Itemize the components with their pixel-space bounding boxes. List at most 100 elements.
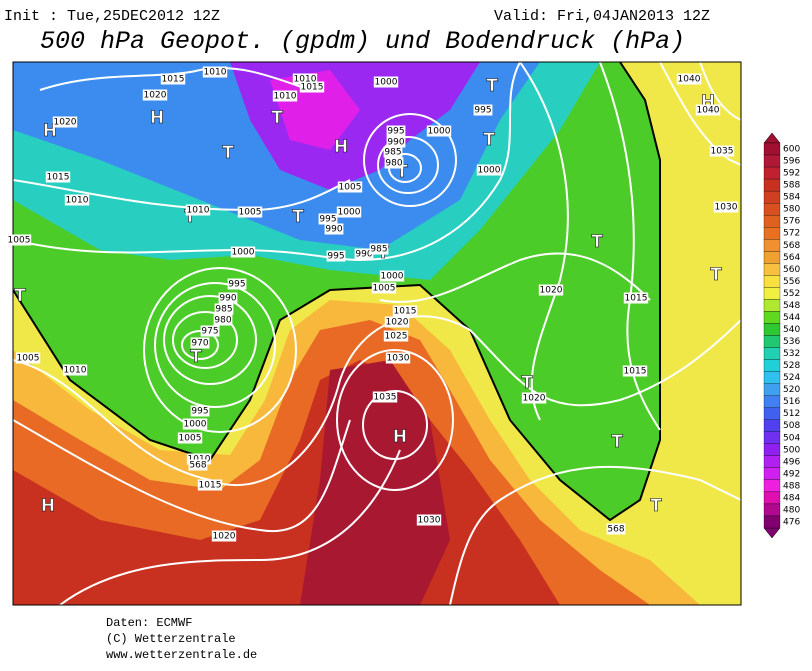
colorbar-cell [763,323,781,336]
colorbar-label: 544 [783,313,800,323]
colorbar-label: 588 [783,181,800,191]
label-bg [186,453,212,465]
colorbar-label: 600 [783,145,800,155]
isobar [599,62,661,431]
label-bg [299,81,325,93]
label-bg [15,352,41,364]
isobar [59,449,401,605]
label-bg [292,73,318,85]
isobar [181,330,219,360]
label-bg [606,523,626,535]
colorbar-cell [763,287,781,300]
colorbar-label: 484 [783,493,800,503]
label-bg [695,104,721,116]
colorbar-label: 524 [783,373,800,383]
isobar-label: 995 [319,215,336,225]
pressure-center: T [611,432,623,452]
isobar-label: 568 [189,461,206,471]
colorbar-cell [763,455,781,468]
isobar-label: 1035 [374,393,397,403]
label-bg [213,314,233,326]
isobar-label: 1015 [199,481,222,491]
pressure-center: T [14,286,26,306]
colorbar-cell [763,467,781,481]
colorbar-cell [763,166,781,180]
label-bg [326,250,346,262]
map-frame [12,61,742,606]
isobar-label: 1040 [697,106,720,116]
label-bg [214,303,234,315]
colorbar-label: 500 [783,445,800,455]
colorbar-cell [763,263,781,276]
label-bg [318,213,338,225]
colorbar-cell [763,443,781,456]
isobar [699,62,741,121]
label-bg [45,171,71,183]
colorbar-label: 584 [783,193,800,203]
label-bg [622,365,648,377]
label-bg [272,90,298,102]
label-bg [237,206,263,218]
isobar-label: 1020 [213,532,236,542]
isobar [13,419,351,533]
colorbar-label: 508 [783,421,800,431]
label-bg [177,432,203,444]
isobar-label: 990 [387,138,404,148]
footer-line: Daten: ECMWF [106,616,192,630]
isobar-label: 985 [370,245,387,255]
colorbar-top-cap [763,132,781,144]
label-bg [416,514,442,526]
isobar-label: 995 [327,252,344,262]
colorbar-label: 496 [783,457,800,467]
label-bg [713,201,739,213]
label-bg [386,136,406,148]
isobar [172,311,238,369]
colorbar-label: 568 [783,241,800,251]
colorbar-label: 552 [783,289,800,299]
colorbar-label: 516 [783,397,800,407]
isobar-label: 985 [215,305,232,315]
isobar-label: 1020 [523,394,546,404]
colorbar-cell [763,359,781,372]
colorbar-cell [763,419,781,432]
colorbar-label: 564 [783,253,800,263]
colorbar-label: 580 [783,205,800,215]
isobar-label: 1020 [386,318,409,328]
map-area [13,62,741,605]
colorbar-cell [763,239,781,252]
isobar-label: 1015 [301,83,324,93]
colorbar-label: 576 [783,217,800,227]
label-bg [623,292,649,304]
isobar-label: 1005 [373,284,396,294]
pressure-center: T [190,347,202,367]
label-bg [218,292,238,304]
pressure-center: H [150,108,164,128]
isobar-label: 985 [384,148,401,158]
footer-line: (C) Wetterzentrale [106,632,236,646]
colorbar-label: 476 [783,517,800,527]
label-bg [160,73,186,85]
isobar [449,465,741,605]
colorbar-cell [763,347,781,360]
label-bg [384,157,404,169]
label-bg [230,246,256,258]
isobar [13,62,521,262]
label-bg [371,282,397,294]
label-bg [200,325,220,337]
colorbar-label: 528 [783,361,800,371]
colorbar-cell [763,251,781,264]
isobar-label: 1035 [711,147,734,157]
isobar-label: 1005 [339,183,362,193]
colorbar-cell [763,311,781,324]
isobar [13,315,741,486]
pressure-center: T [222,143,234,163]
isobar [362,390,428,460]
pressure-center: T [292,207,304,227]
label-bg [6,234,32,246]
isobar-label: 1030 [418,516,441,526]
isobar-label: 1020 [540,286,563,296]
isobar [13,179,351,212]
isobar-label: 1010 [294,75,317,85]
label-bg [709,145,735,157]
